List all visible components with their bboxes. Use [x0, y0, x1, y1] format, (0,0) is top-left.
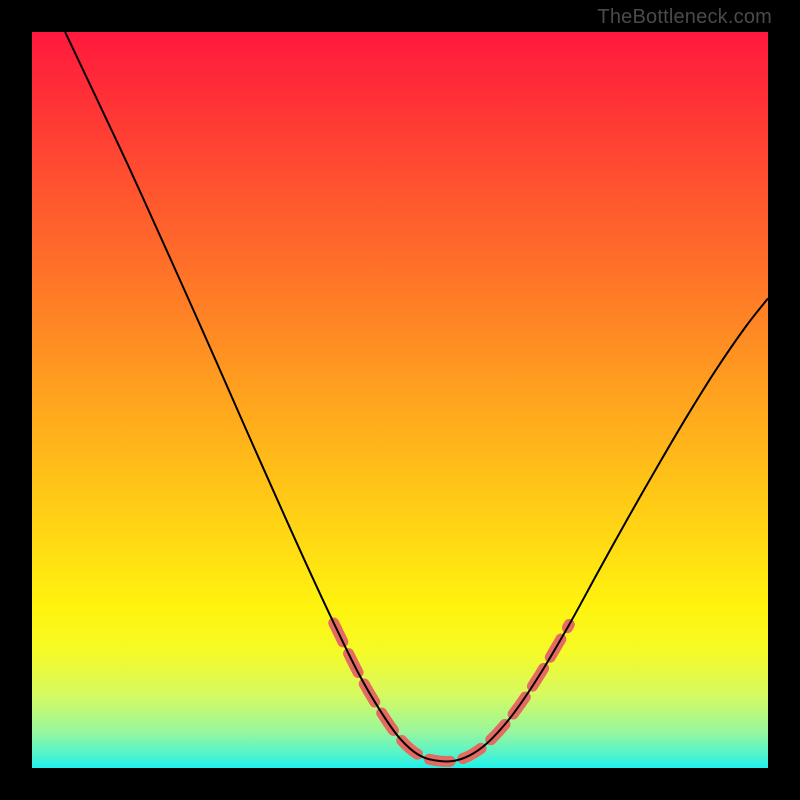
bottleneck-curve — [65, 32, 768, 762]
plot-area — [32, 32, 768, 768]
watermark-text: TheBottleneck.com — [597, 6, 772, 29]
curve-layer — [32, 32, 768, 768]
chart-frame: TheBottleneck.com — [0, 0, 800, 800]
